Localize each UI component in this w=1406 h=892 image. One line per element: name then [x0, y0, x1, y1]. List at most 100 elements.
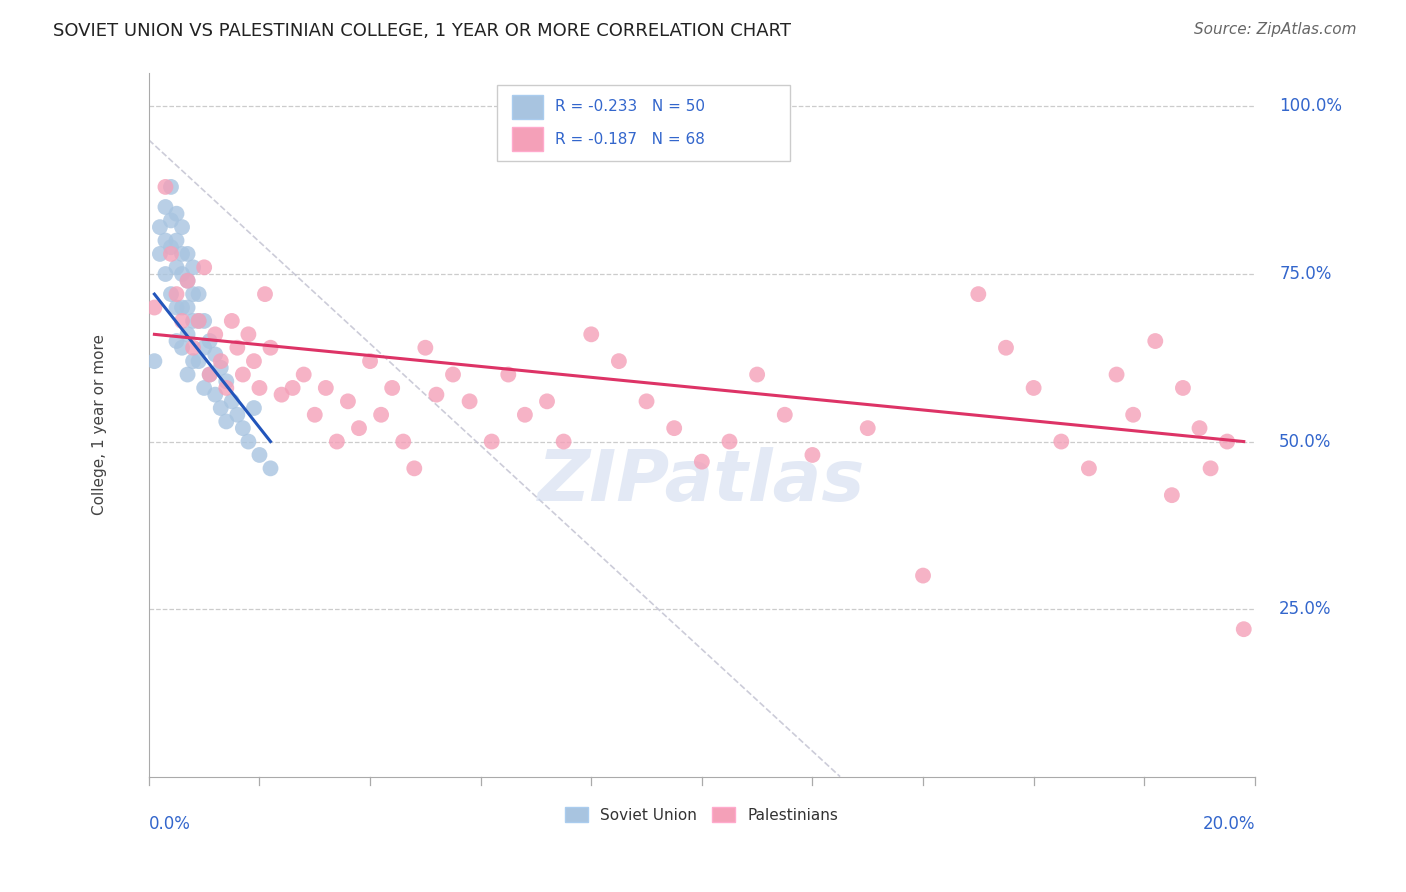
Point	[581, 327, 603, 342]
Point	[1077, 461, 1099, 475]
Point	[315, 381, 337, 395]
Point	[249, 448, 271, 462]
Point	[221, 314, 243, 328]
Point	[215, 381, 238, 395]
Text: R = -0.233   N = 50: R = -0.233 N = 50	[555, 99, 704, 114]
Point	[664, 421, 686, 435]
Point	[458, 394, 481, 409]
Point	[187, 314, 209, 328]
Point	[259, 341, 281, 355]
Point	[1144, 334, 1167, 348]
Point	[170, 314, 193, 328]
Point	[1105, 368, 1128, 382]
Point	[249, 381, 271, 395]
Point	[155, 200, 177, 214]
Point	[415, 341, 437, 355]
Point	[1122, 408, 1144, 422]
Point	[170, 301, 193, 315]
Point	[253, 287, 276, 301]
Point	[176, 274, 198, 288]
Text: 50.0%: 50.0%	[1279, 433, 1331, 450]
Point	[498, 368, 520, 382]
Point	[166, 260, 188, 275]
Point	[292, 368, 315, 382]
Point	[238, 327, 260, 342]
Point	[513, 408, 536, 422]
Point	[359, 354, 381, 368]
Point	[718, 434, 741, 449]
Point	[270, 387, 292, 401]
Legend: Soviet Union, Palestinians: Soviet Union, Palestinians	[560, 801, 845, 829]
Point	[690, 455, 713, 469]
Point	[773, 408, 796, 422]
Point	[281, 381, 304, 395]
Text: 25.0%: 25.0%	[1279, 600, 1331, 618]
Point	[209, 354, 232, 368]
Point	[304, 408, 326, 422]
Text: College, 1 year or more: College, 1 year or more	[91, 334, 107, 516]
FancyBboxPatch shape	[512, 128, 543, 151]
Text: Source: ZipAtlas.com: Source: ZipAtlas.com	[1194, 22, 1357, 37]
Text: 100.0%: 100.0%	[1279, 97, 1343, 115]
Point	[553, 434, 575, 449]
Point	[160, 247, 183, 261]
Point	[176, 247, 198, 261]
Point	[204, 327, 226, 342]
Text: 75.0%: 75.0%	[1279, 265, 1331, 283]
Point	[1022, 381, 1045, 395]
Point	[166, 287, 188, 301]
Point	[181, 287, 204, 301]
Point	[170, 341, 193, 355]
Point	[198, 334, 221, 348]
Point	[441, 368, 464, 382]
Point	[536, 394, 558, 409]
Point	[1199, 461, 1222, 475]
Point	[1216, 434, 1239, 449]
Point	[967, 287, 990, 301]
Point	[176, 368, 198, 382]
Point	[226, 341, 249, 355]
Point	[155, 180, 177, 194]
Point	[198, 368, 221, 382]
Point	[149, 247, 172, 261]
Point	[801, 448, 824, 462]
Point	[181, 314, 204, 328]
Point	[160, 180, 183, 194]
Point	[226, 408, 249, 422]
Text: 20.0%: 20.0%	[1202, 815, 1254, 833]
Point	[181, 260, 204, 275]
Point	[1160, 488, 1182, 502]
Point	[370, 408, 392, 422]
Point	[160, 287, 183, 301]
Point	[187, 314, 209, 328]
Point	[193, 341, 215, 355]
Point	[204, 347, 226, 361]
Point	[911, 568, 934, 582]
Point	[143, 354, 166, 368]
Text: SOVIET UNION VS PALESTINIAN COLLEGE, 1 YEAR OR MORE CORRELATION CHART: SOVIET UNION VS PALESTINIAN COLLEGE, 1 Y…	[53, 22, 792, 40]
Point	[166, 334, 188, 348]
Point	[170, 247, 193, 261]
Text: ZIPatlas: ZIPatlas	[538, 447, 866, 516]
Point	[232, 421, 254, 435]
Point	[209, 401, 232, 415]
Point	[149, 220, 172, 235]
Point	[425, 387, 447, 401]
Point	[166, 207, 188, 221]
Point	[221, 394, 243, 409]
Point	[166, 301, 188, 315]
Point	[193, 381, 215, 395]
Point	[187, 354, 209, 368]
Point	[404, 461, 426, 475]
Point	[381, 381, 404, 395]
Point	[636, 394, 658, 409]
Point	[1233, 622, 1256, 636]
Point	[326, 434, 349, 449]
Point	[193, 314, 215, 328]
Point	[209, 360, 232, 375]
Point	[994, 341, 1017, 355]
Point	[1171, 381, 1194, 395]
Text: R = -0.187   N = 68: R = -0.187 N = 68	[555, 132, 704, 146]
Point	[392, 434, 415, 449]
Point	[187, 287, 209, 301]
